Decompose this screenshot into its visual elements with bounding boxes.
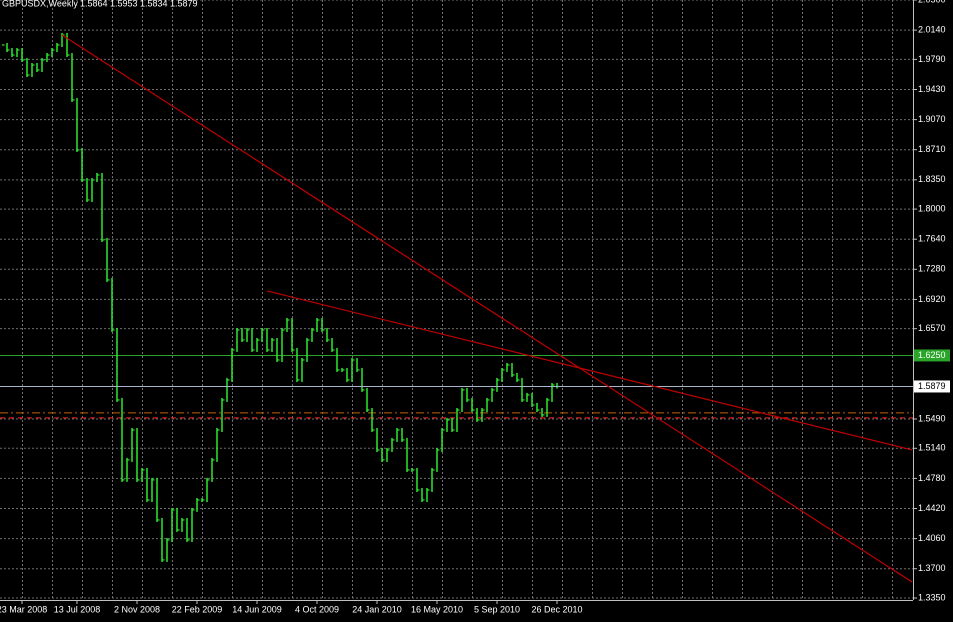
y-tick-label: 1.9790: [918, 54, 946, 64]
level-label-box: [914, 349, 950, 362]
header-open: 1.5864: [80, 0, 108, 8]
y-tick-label: 1.4060: [918, 533, 946, 543]
y-tick-label: 1.9430: [918, 84, 946, 94]
y-tick-label: 1.7640: [918, 234, 946, 244]
y-tick-label: 1.3350: [918, 592, 946, 602]
y-tick-label: 1.7280: [918, 264, 946, 274]
bid-label-box: [914, 380, 950, 393]
y-tick-label: 2.0140: [918, 24, 946, 34]
y-tick-label: 1.5140: [918, 443, 946, 453]
grid: [0, 0, 917, 604]
level-label: 1.6250: [918, 350, 946, 360]
x-tick-label: 14 Jun 2009: [232, 604, 282, 614]
header-close: 1.5879: [170, 0, 198, 8]
x-tick-label: 26 Dec 2010: [531, 604, 582, 614]
y-tick-label: 1.8350: [918, 174, 946, 184]
x-tick-label: 4 Oct 2009: [295, 604, 339, 614]
x-tick-label: 24 Jan 2010: [352, 604, 402, 614]
y-tick-label: 1.4780: [918, 473, 946, 483]
y-tick-label: 1.9070: [918, 114, 946, 124]
y-tick-label: 1.8000: [918, 203, 946, 213]
y-tick-label: 2.0500: [918, 0, 946, 4]
trend-line: [61, 34, 913, 583]
x-tick-label: 22 Feb 2009: [172, 604, 223, 614]
x-tick-label: 13 Jul 2008: [54, 604, 101, 614]
header-low: 1.5834: [140, 0, 168, 8]
header-high: 1.5953: [110, 0, 138, 8]
bid-label: 1.5879: [918, 381, 946, 391]
marks: [0, 32, 913, 583]
y-tick-label: 1.3700: [918, 563, 946, 573]
x-tick-label: 5 Sep 2010: [474, 604, 520, 614]
y-tick-label: 1.6920: [918, 294, 946, 304]
x-tick-label: 2 Nov 2008: [114, 604, 160, 614]
y-tick-label: 1.4420: [918, 503, 946, 513]
trend-line: [266, 290, 913, 451]
y-tick-label: 1.6570: [918, 323, 946, 333]
x-tick-label: 16 May 2010: [411, 604, 463, 614]
chart-title: GBPUSDX,Weekly: [2, 0, 78, 8]
y-tick-label: 1.8710: [918, 144, 946, 154]
x-tick-label: 23 Mar 2008: [0, 604, 47, 614]
y-tick-label: 1.5490: [918, 413, 946, 423]
